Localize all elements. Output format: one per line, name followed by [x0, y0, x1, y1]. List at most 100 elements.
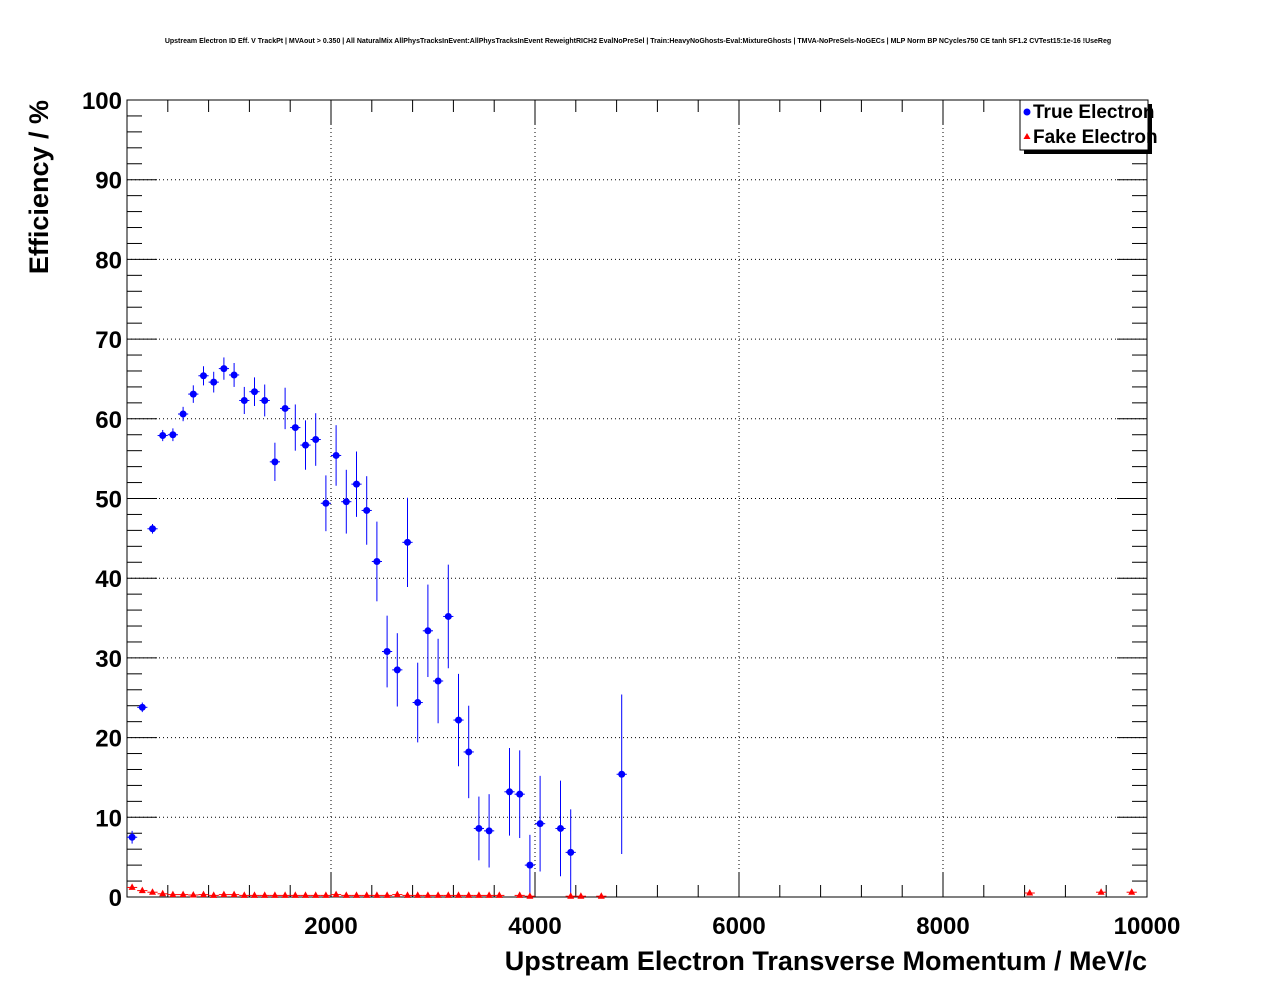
true-electron-point — [506, 788, 513, 796]
fake-electron-point — [485, 891, 493, 898]
x-tick-label: 6000 — [712, 913, 765, 940]
fake-electron-point — [495, 891, 503, 898]
y-tick-label: 50 — [95, 487, 122, 514]
x-tick-label: 10000 — [1114, 913, 1181, 940]
true-electron-point — [404, 538, 411, 546]
true-electron-point — [485, 827, 493, 835]
fake-electron-point — [567, 892, 575, 899]
fake-electron-point — [240, 891, 248, 898]
legend: True Electron Fake Electron — [1019, 99, 1158, 154]
fake-electron-point — [353, 891, 360, 898]
y-axis-title: Efficiency / % — [24, 100, 54, 274]
y-tick-label: 0 — [109, 885, 122, 912]
grid — [127, 100, 1147, 897]
true-electron-point — [393, 666, 401, 674]
axes: 0 10 20 30 40 50 60 70 80 90 100 2000 4000 6000 8000 10… — [82, 88, 1180, 940]
y-tick-label: 100 — [82, 88, 122, 115]
y-tick-label: 20 — [95, 726, 122, 753]
true-electron-point — [281, 404, 289, 412]
fake-electron-point — [169, 890, 177, 898]
fake-electron-point — [128, 883, 136, 890]
x-tick-label: 8000 — [916, 913, 969, 940]
fake-electron-point — [1026, 889, 1034, 896]
true-electron-point — [526, 861, 534, 869]
legend-label-fake-electron: Fake Electron — [1033, 127, 1158, 148]
true-electron-point — [251, 388, 258, 396]
true-electron-point — [230, 371, 238, 379]
fake-electron-point — [261, 891, 269, 898]
true-electron-point — [342, 498, 350, 506]
data-points — [127, 357, 1137, 899]
fake-electron-point — [393, 890, 401, 898]
fake-electron-point — [312, 891, 320, 898]
fake-electron-point — [424, 891, 432, 898]
fake-electron-point — [138, 886, 146, 894]
true-electron-point — [240, 396, 248, 404]
true-electron-point — [618, 770, 626, 778]
x-tick-label: 2000 — [304, 913, 357, 940]
fake-electron-point — [281, 891, 289, 898]
true-electron-point — [373, 557, 381, 565]
fake-electron-point — [363, 891, 371, 898]
true-electron-point — [312, 436, 320, 444]
true-electron-point — [455, 716, 462, 724]
fake-electron-point — [526, 892, 534, 899]
true-electron-point — [128, 833, 136, 841]
true-electron-point — [444, 612, 452, 620]
fake-electron-point — [373, 891, 381, 898]
fake-electron-point — [516, 891, 524, 898]
y-tick-label: 30 — [95, 646, 122, 673]
legend-marker-true-electron — [1023, 108, 1031, 116]
true-electron-point — [414, 699, 422, 707]
legend-marker-fake-electron — [1023, 133, 1031, 139]
true-electron-point — [383, 648, 391, 656]
chart-title: Upstream Electron ID Eff. V TrackPt | MV… — [165, 38, 1111, 45]
fake-electron-point — [434, 891, 442, 898]
true-electron-point — [291, 424, 299, 432]
fake-electron-point — [414, 891, 422, 898]
fake-electron-point — [159, 889, 167, 897]
true-electron-point — [271, 458, 279, 466]
y-tick-label: 40 — [95, 566, 122, 593]
fake-electron-point — [200, 890, 207, 898]
true-electron-point — [475, 824, 483, 832]
fake-electron-point — [597, 892, 605, 899]
true-electron-point — [261, 396, 269, 404]
fake-electron-point — [302, 891, 309, 898]
fake-electron-point — [210, 891, 218, 898]
fake-electron-point — [149, 888, 156, 895]
fake-electron-point — [475, 891, 483, 898]
true-electron-point — [302, 441, 309, 449]
y-tick-label: 90 — [95, 168, 122, 195]
fake-electron-point — [404, 891, 411, 898]
fake-electron-point — [1097, 888, 1105, 895]
x-axis-title: Upstream Electron Transverse Momentum / … — [505, 946, 1147, 976]
x-tick-label: 4000 — [508, 913, 561, 940]
fake-electron-point — [251, 891, 258, 898]
true-electron-point — [557, 824, 564, 832]
true-electron-point — [138, 703, 146, 711]
true-electron-point — [353, 480, 360, 488]
y-tick-label: 60 — [95, 407, 122, 434]
true-electron-point — [220, 365, 228, 373]
true-electron-point — [363, 506, 371, 514]
true-electron-point — [516, 790, 524, 798]
y-tick-label: 10 — [95, 805, 122, 832]
fake-electron-point — [322, 891, 330, 898]
true-electron-point — [149, 525, 156, 533]
fake-electron-point — [230, 890, 238, 898]
y-tick-label: 70 — [95, 327, 122, 354]
true-electron-point — [465, 748, 473, 756]
true-electron-point — [169, 431, 177, 439]
legend-box — [1019, 99, 1149, 151]
true-electron-point — [567, 848, 575, 856]
true-electron-point — [536, 820, 544, 828]
fake-electron-point — [444, 891, 452, 898]
legend-label-true-electron: True Electron — [1033, 102, 1154, 123]
fake-electron-point — [455, 891, 462, 898]
y-tick-label: 80 — [95, 247, 122, 274]
fake-electron-point — [332, 890, 340, 898]
fake-electron-point — [291, 891, 299, 898]
fake-electron-point — [1128, 888, 1136, 895]
